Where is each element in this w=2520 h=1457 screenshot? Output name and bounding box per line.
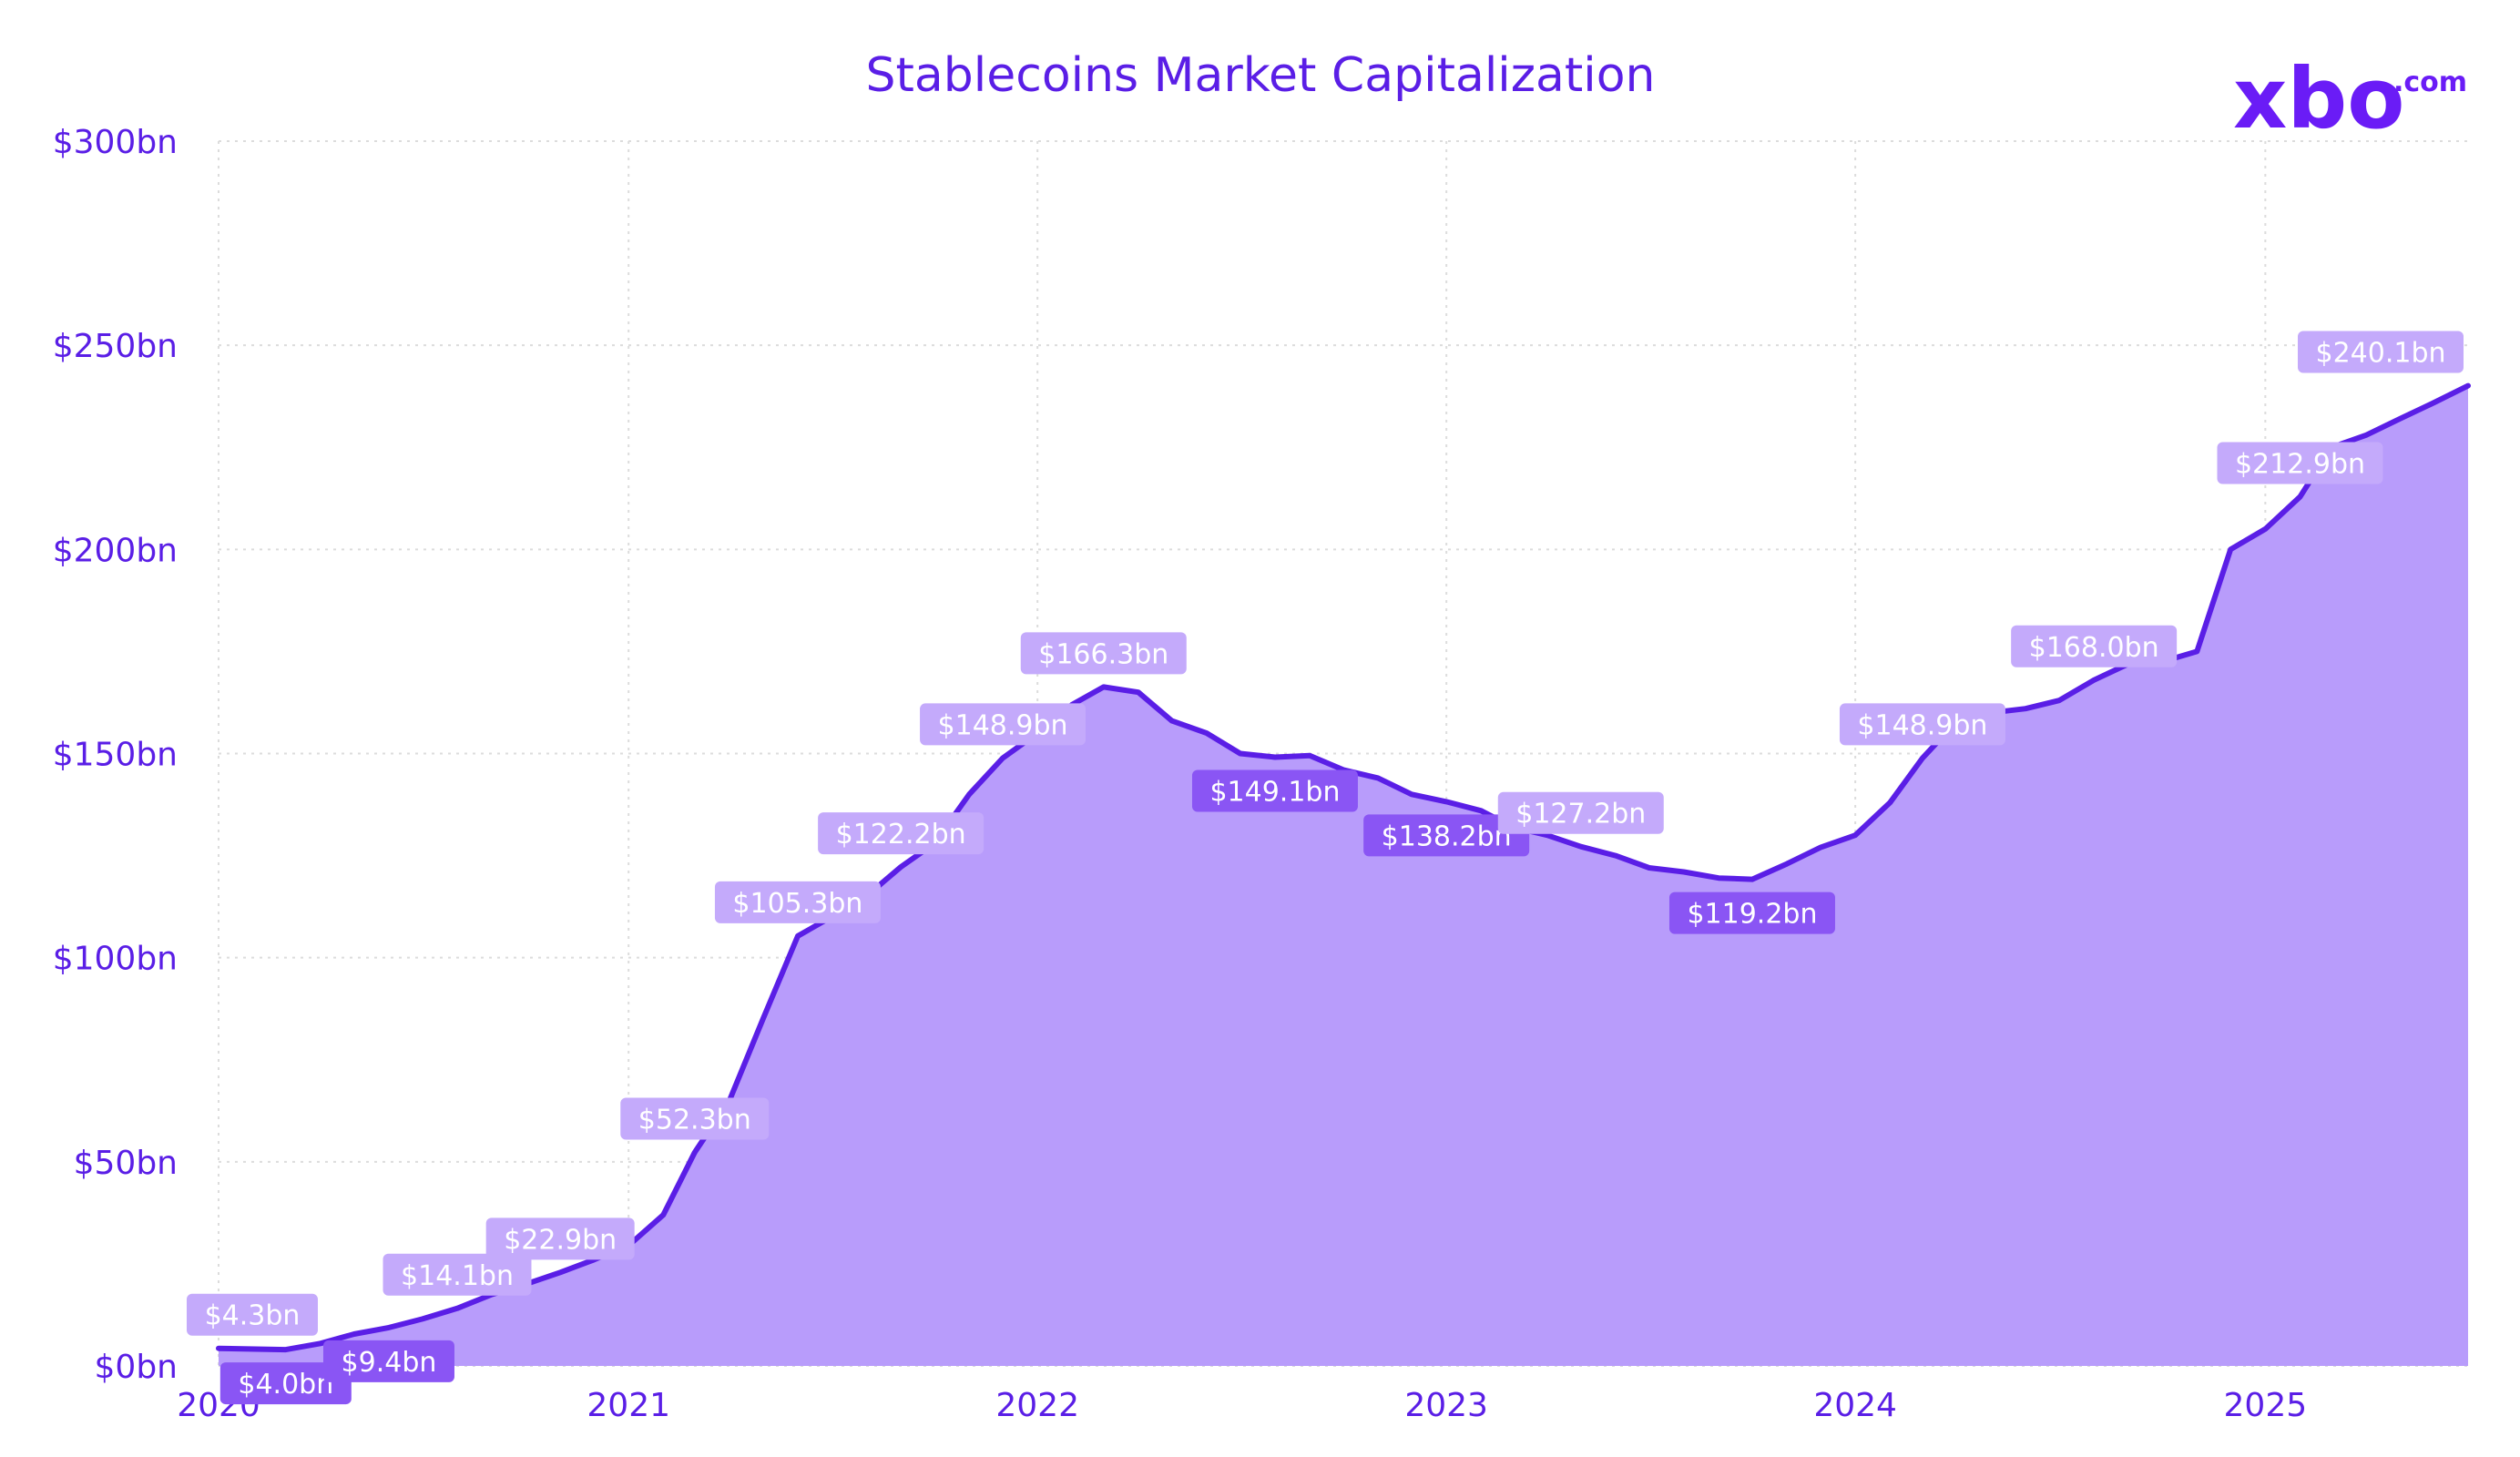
data-label-bg xyxy=(714,881,881,923)
data-label: $52.3bn xyxy=(620,1097,770,1140)
data-label: $240.1bn xyxy=(2298,331,2464,373)
x-tick-label: 2024 xyxy=(1813,1387,1897,1424)
data-label-text: $4.3bn xyxy=(205,1300,301,1332)
data-label-bg xyxy=(2298,331,2464,373)
x-axis-ticks: 2020 2021 2022 2023 2024 2025 xyxy=(177,1387,2307,1424)
data-label: $122.2bn xyxy=(818,812,985,855)
data-label-bg xyxy=(920,703,1087,746)
data-label-text: $240.1bn xyxy=(2315,338,2445,370)
data-label: $4.3bn xyxy=(187,1293,318,1336)
data-label: $127.2bn xyxy=(1497,791,1664,834)
data-label-text: $166.3bn xyxy=(1038,638,1168,670)
y-tick-label: $150bn xyxy=(53,737,178,774)
data-label-text: $168.0bn xyxy=(2029,632,2159,664)
data-label-bg xyxy=(187,1293,318,1336)
y-tick-label: $50bn xyxy=(74,1145,178,1182)
data-label-bg xyxy=(1020,632,1187,675)
data-label-text: $148.9bn xyxy=(938,709,1068,741)
data-label-text: $127.2bn xyxy=(1515,799,1646,830)
logo-wordmark: xbo xyxy=(2233,50,2404,148)
data-label-bg xyxy=(2011,625,2178,667)
data-label-text: $22.9bn xyxy=(504,1224,617,1256)
data-label-bg xyxy=(485,1218,635,1260)
x-tick-label: 2022 xyxy=(995,1387,1079,1424)
data-label-text: $4.0bn xyxy=(238,1369,333,1401)
data-label-text: $14.1bn xyxy=(401,1260,514,1292)
data-label-bg xyxy=(1363,814,1530,857)
data-label-bg xyxy=(219,1362,352,1405)
data-label-text: $122.2bn xyxy=(836,819,966,851)
data-label-bg xyxy=(322,1340,454,1382)
data-label-text: $9.4bn xyxy=(342,1347,437,1379)
data-label-bg xyxy=(2217,442,2383,484)
data-label: $166.3bn xyxy=(1020,632,1187,675)
data-label: $168.0bn xyxy=(2011,625,2178,667)
data-label-text: $52.3bn xyxy=(638,1105,751,1136)
area-fill-shape xyxy=(219,385,2468,1367)
data-label-text: $138.2bn xyxy=(1382,820,1512,852)
data-label: $105.3bn xyxy=(714,881,881,923)
data-label: $4.0bn xyxy=(219,1362,352,1405)
y-tick-label: $250bn xyxy=(53,328,178,365)
data-label-bg xyxy=(1668,892,1835,934)
logo-domain-suffix: .com xyxy=(2393,66,2467,98)
y-tick-label: $300bn xyxy=(53,124,178,161)
data-label: $9.4bn xyxy=(322,1340,454,1382)
y-tick-label: $100bn xyxy=(53,941,178,978)
data-label-text: $105.3bn xyxy=(732,888,862,920)
data-label: $22.9bn xyxy=(485,1218,635,1260)
data-label-text: $149.1bn xyxy=(1209,777,1340,809)
y-tick-label: $0bn xyxy=(95,1349,178,1386)
data-label: $138.2bn xyxy=(1363,814,1530,857)
data-label-text: $148.9bn xyxy=(1857,709,1987,741)
data-label: $119.2bn xyxy=(1668,892,1835,934)
data-label: $149.1bn xyxy=(1191,769,1358,812)
area-fill xyxy=(219,385,2468,1367)
data-label-bg xyxy=(1839,703,2005,746)
data-label-bg xyxy=(818,812,985,855)
y-axis-ticks: $0bn $50bn $100bn $150bn $200bn $250bn $300bn xyxy=(53,124,178,1386)
data-label: $212.9bn xyxy=(2217,442,2383,484)
x-tick-label: 2021 xyxy=(587,1387,670,1424)
data-label-bg xyxy=(383,1253,532,1296)
data-label: $148.9bn xyxy=(920,703,1087,746)
data-label-bg xyxy=(1191,769,1358,812)
data-label-bg xyxy=(1497,791,1664,834)
data-label-text: $119.2bn xyxy=(1687,899,1817,931)
chart-title: Stablecoins Market Capitalization xyxy=(866,48,1656,103)
data-label-text: $212.9bn xyxy=(2235,448,2365,480)
xbo-logo: xbo .com xyxy=(2233,50,2467,148)
data-label: $148.9bn xyxy=(1839,703,2005,746)
y-tick-label: $200bn xyxy=(53,532,178,569)
x-tick-label: 2023 xyxy=(1404,1387,1488,1424)
data-labels: $4.3bn $4.0bn $9.4bn $14.1bn $22.9bn $52.3bn $… xyxy=(187,331,2464,1405)
x-tick-label: 2025 xyxy=(2224,1387,2308,1424)
data-label: $14.1bn xyxy=(383,1253,532,1296)
data-label-bg xyxy=(620,1097,770,1140)
